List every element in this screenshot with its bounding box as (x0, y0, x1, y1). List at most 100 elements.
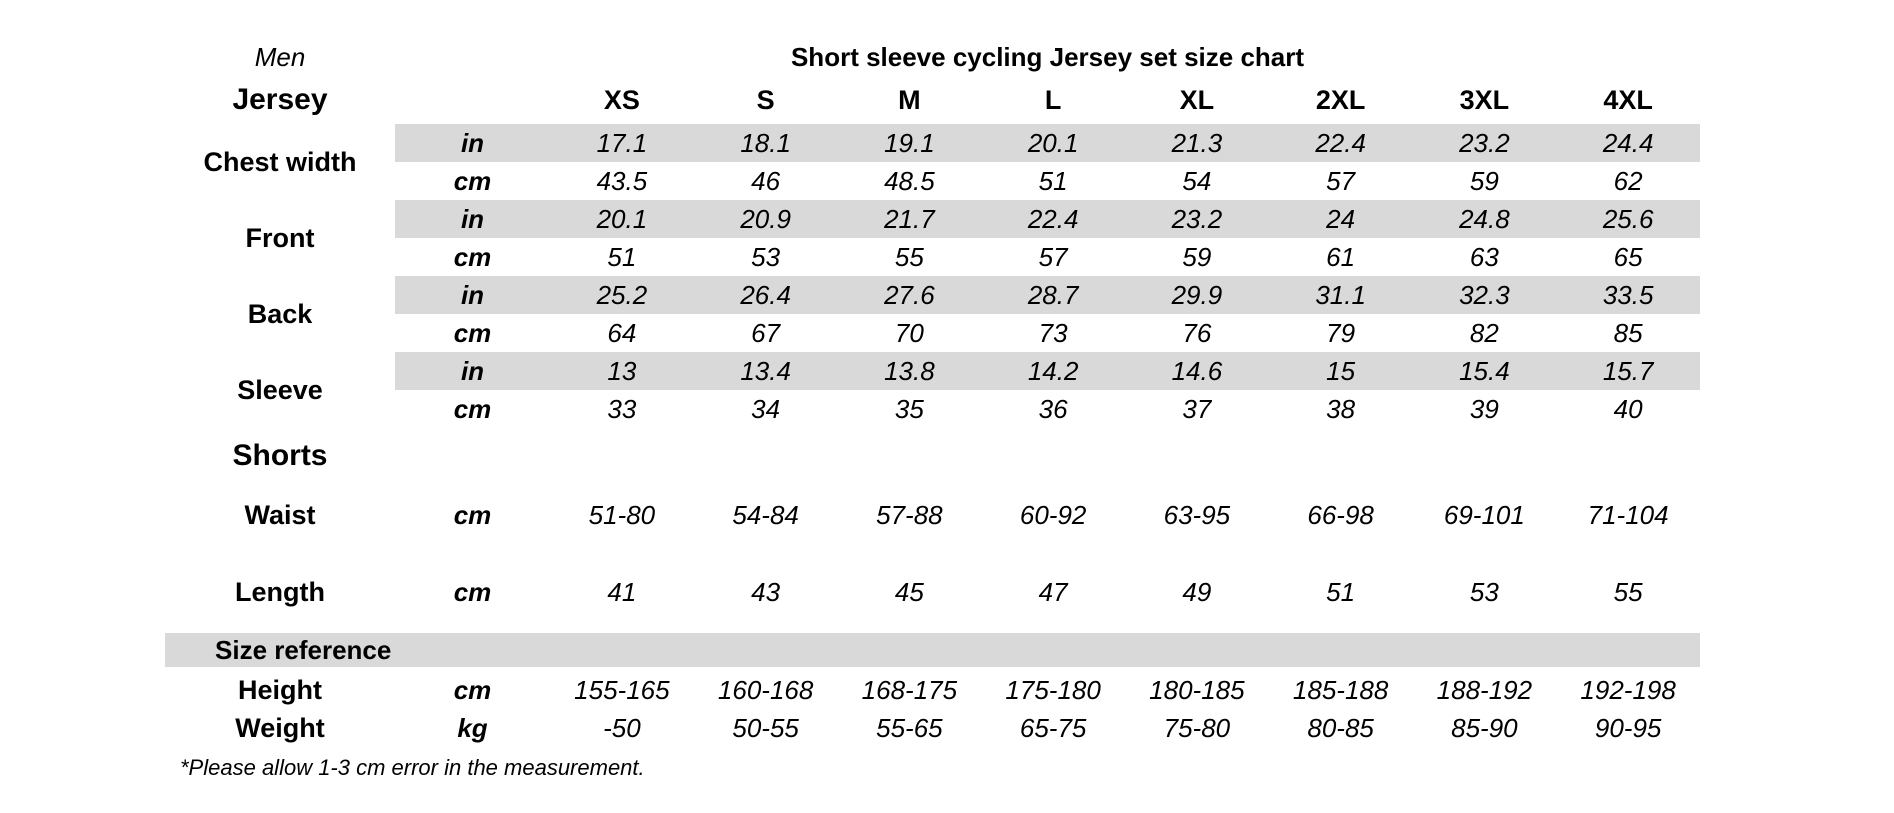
row-label: Chest width (203, 146, 357, 177)
table-cell: 60-92 (1019, 499, 1087, 530)
table-cell: 62 (1613, 165, 1643, 196)
table-cell: 54-84 (732, 499, 799, 530)
table-cell: 82 (1469, 317, 1499, 348)
size-column-header: 4XL (1603, 84, 1653, 115)
table-cell: 41 (607, 576, 637, 607)
table-row: Height cm 155-165 160-168 168-175 175-18… (165, 671, 1700, 709)
table-cell: 24.8 (1459, 203, 1510, 234)
table-cell: 185-188 (1292, 674, 1389, 705)
table-cell: 53 (1469, 576, 1499, 607)
unit-label: cm (453, 165, 492, 196)
table-cell: 14.6 (1171, 355, 1223, 386)
section-label-shorts: Shorts (232, 439, 328, 472)
table-row: cm 43.5 46 48.5 51 54 57 59 62 (395, 162, 1700, 200)
table-cell: 32.3 (1459, 279, 1510, 310)
table-cell: 180-185 (1149, 674, 1245, 705)
size-reference-label: Size reference (215, 634, 392, 665)
measurement-group-back: Back in 25.2 26.4 27.6 28.7 29.9 31.1 32… (165, 276, 1700, 352)
table-cell: 57-88 (876, 499, 943, 530)
table-cell: 51-80 (588, 499, 656, 530)
footnote: *Please allow 1-3 cm error in the measur… (180, 755, 645, 780)
table-cell: 25.2 (596, 279, 648, 310)
row-label: Sleeve (237, 374, 323, 405)
header-row: Jersey XS S M L XL 2XL 3XL 4XL (165, 81, 1700, 119)
table-cell: 25.6 (1602, 203, 1654, 234)
table-cell: 55-65 (876, 712, 943, 743)
table-cell: 155-165 (574, 674, 670, 705)
unit-label: in (460, 355, 485, 386)
table-cell: 51 (607, 241, 637, 272)
table-cell: 51 (1326, 576, 1356, 607)
measurement-group-front: Front in 20.1 20.9 21.7 22.4 23.2 24 24.… (165, 200, 1700, 276)
table-cell: 55 (1613, 576, 1643, 607)
unit-label: in (460, 203, 485, 234)
table-row: cm 64 67 70 73 76 79 82 85 (395, 314, 1700, 352)
table-cell: 18.1 (740, 127, 791, 158)
row-label: Height (238, 674, 322, 705)
gender-label: Men (254, 41, 306, 72)
table-cell: 59 (1469, 165, 1499, 196)
table-cell: 75-80 (1163, 712, 1231, 743)
table-cell: 64 (607, 317, 637, 348)
table-cell: 63 (1469, 241, 1499, 272)
table-cell: 17.1 (596, 127, 648, 158)
table-cell: 13 (607, 355, 637, 386)
table-row: in 25.2 26.4 27.6 28.7 29.9 31.1 32.3 33… (395, 276, 1700, 314)
unit-label: in (460, 127, 485, 158)
table-cell: 20.9 (740, 203, 791, 234)
table-row: cm 51 53 55 57 59 61 63 65 (395, 238, 1700, 276)
table-cell: 19.1 (884, 127, 935, 158)
table-cell: 45 (894, 576, 924, 607)
table-cell: 13.8 (884, 355, 935, 386)
table-cell: 34 (751, 393, 781, 424)
table-cell: 69-101 (1443, 499, 1525, 530)
table-cell: 61 (1326, 241, 1356, 272)
row-label: Front (245, 222, 315, 253)
measurement-group-chest: Chest width in 17.1 18.1 19.1 20.1 21.3 … (165, 124, 1700, 200)
table-cell: 85 (1613, 317, 1643, 348)
table-cell: 38 (1326, 393, 1356, 424)
unit-label: cm (453, 393, 492, 424)
row-label: Waist (244, 499, 316, 530)
table-cell: 35 (894, 393, 924, 424)
unit-label: in (460, 279, 485, 310)
table-cell: 50-55 (732, 712, 799, 743)
table-cell: 31.1 (1315, 279, 1366, 310)
table-cell: 33 (607, 393, 637, 424)
row-label: Length (235, 576, 325, 607)
table-cell: 23.2 (1171, 203, 1223, 234)
table-cell: 55 (894, 241, 924, 272)
table-cell: 79 (1326, 317, 1356, 348)
table-cell: 37 (1182, 393, 1212, 424)
unit-label: kg (457, 712, 488, 743)
table-cell: 70 (894, 317, 924, 348)
table-row: in 13 13.4 13.8 14.2 14.6 15 15.4 15.7 (395, 352, 1700, 390)
table-cell: 28.7 (1027, 279, 1079, 310)
table-row: in 17.1 18.1 19.1 20.1 21.3 22.4 23.2 24… (395, 124, 1700, 162)
size-column-header: M (898, 84, 921, 115)
table-cell: 20.1 (596, 203, 648, 234)
row-label: Weight (235, 712, 325, 743)
table-cell: 48.5 (884, 165, 935, 196)
size-reference-header: Size reference (165, 633, 1700, 667)
table-row: in 20.1 20.9 21.7 22.4 23.2 24 24.8 25.6 (395, 200, 1700, 238)
table-cell: 80-85 (1307, 712, 1374, 743)
table-row: Length cm 41 43 45 47 49 51 53 55 (165, 573, 1700, 611)
table-row: cm 33 34 35 36 37 38 39 40 (395, 390, 1700, 428)
table-cell: 21.3 (1171, 127, 1223, 158)
table-cell: 36 (1038, 393, 1068, 424)
table-cell: 33.5 (1602, 279, 1654, 310)
table-cell: 192-198 (1580, 674, 1676, 705)
table-cell: 85-90 (1451, 712, 1518, 743)
table-cell: 43.5 (596, 165, 648, 196)
table-cell: 65-75 (1019, 712, 1087, 743)
table-cell: 49 (1182, 576, 1212, 607)
shorts-heading-row: Shorts (165, 436, 1700, 476)
table-cell: 22.4 (1315, 127, 1366, 158)
table-cell: 73 (1038, 317, 1068, 348)
table-cell: 15.4 (1459, 355, 1510, 386)
table-cell: 76 (1182, 317, 1212, 348)
unit-label: cm (453, 499, 492, 530)
table-cell: 24 (1326, 203, 1356, 234)
